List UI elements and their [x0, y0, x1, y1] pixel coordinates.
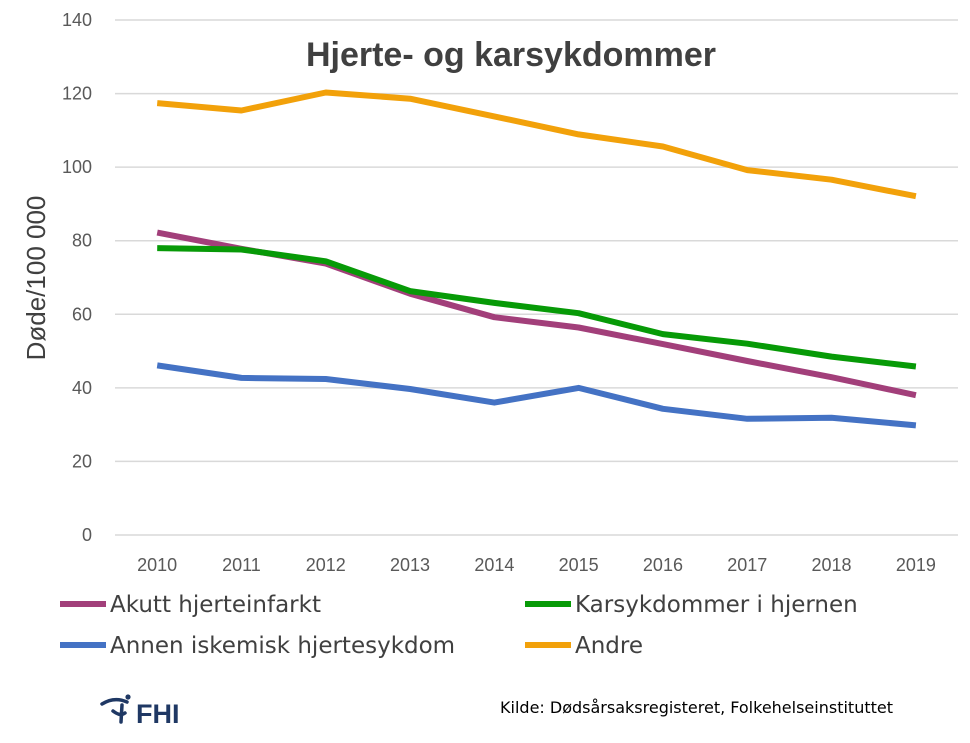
y-tick-label: 120: [62, 84, 92, 104]
y-tick-label: 140: [62, 10, 92, 30]
y-tick-label: 40: [72, 378, 92, 398]
x-tick-label: 2017: [727, 555, 767, 575]
fhi-logo-icon: [100, 694, 131, 724]
legend-item: Annen iskemisk hjertesykdom: [60, 633, 455, 659]
legend-item: Andre: [525, 633, 643, 659]
legend-label: Karsykdommer i hjernen: [575, 592, 858, 618]
x-tick-label: 2015: [559, 555, 599, 575]
x-tick-label: 2018: [812, 555, 852, 575]
y-axis-label: Døde/100 000: [21, 196, 51, 361]
y-tick-label: 80: [72, 231, 92, 251]
series-lines: [156, 89, 917, 429]
series-line-4: [156, 89, 917, 200]
legend-item: Akutt hjerteinfarkt: [60, 592, 321, 618]
x-tick-label: 2014: [474, 555, 514, 575]
y-tick-label: 100: [62, 157, 92, 177]
x-tick-label: 2010: [137, 555, 177, 575]
legend: Akutt hjerteinfarkt Karsykdommer i hjerne…: [60, 592, 858, 659]
y-tick-label: 20: [72, 451, 92, 471]
x-tick-label: 2013: [390, 555, 430, 575]
legend-label: Andre: [575, 633, 643, 659]
legend-label: Annen iskemisk hjertesykdom: [110, 633, 455, 659]
gridlines: [115, 19, 958, 536]
chart-title: Hjerte- og karsykdommer: [306, 36, 716, 74]
y-tick-label: 0: [82, 525, 92, 545]
x-tick-labels: 2010 2011 2012 2013 2014 2015 2016 2017 2018 2019: [137, 555, 936, 575]
x-tick-label: 2011: [222, 555, 261, 575]
legend-item: Karsykdommer i hjernen: [525, 592, 858, 618]
fhi-logo-text: FHI: [136, 699, 180, 729]
fhi-logo: FHI: [100, 694, 180, 729]
source-note: Kilde: Dødsårsaksregisteret, Folkehelsei…: [500, 698, 893, 717]
series-line-2: [157, 245, 917, 370]
legend-label: Akutt hjerteinfarkt: [110, 592, 321, 618]
x-tick-label: 2016: [643, 555, 683, 575]
y-tick-labels: 0 20 40 60 80 100 120 140: [62, 10, 92, 545]
x-tick-label: 2012: [306, 555, 346, 575]
x-tick-label: 2019: [896, 555, 936, 575]
series-line-3: [156, 362, 917, 429]
y-tick-label: 60: [72, 304, 92, 324]
